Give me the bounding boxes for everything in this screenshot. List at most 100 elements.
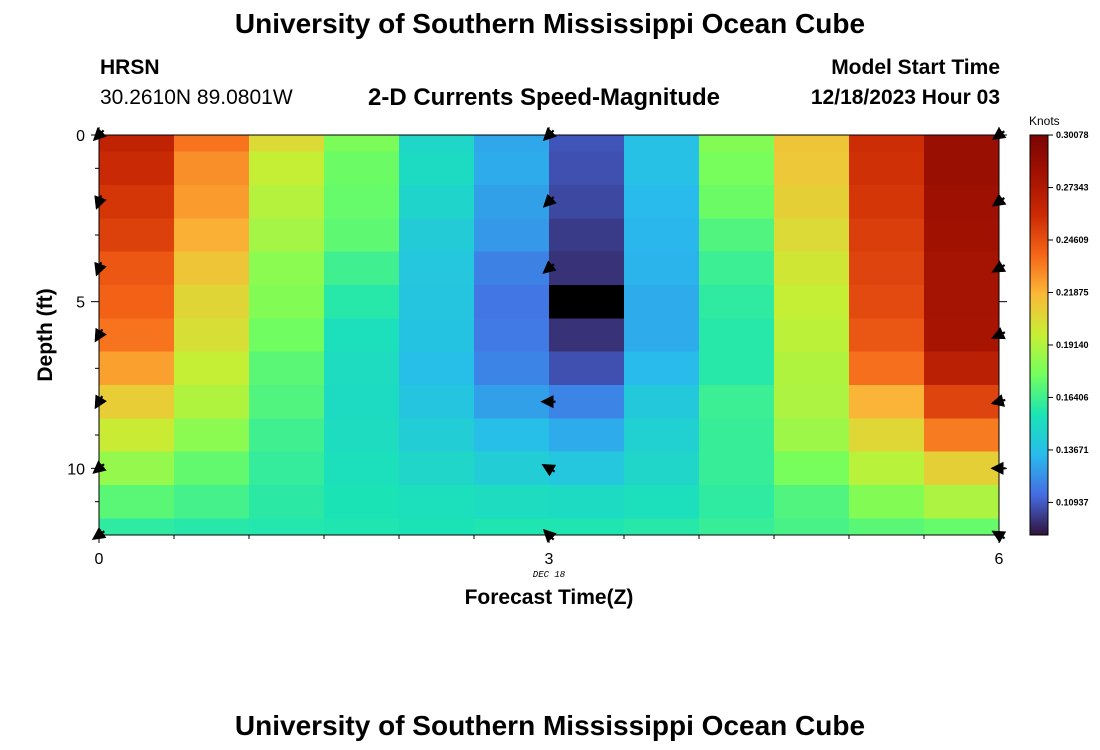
heatmap-cell	[849, 385, 924, 419]
colorbar-tick-label: 0.10937	[1056, 497, 1089, 507]
heatmap-cell	[924, 251, 999, 285]
axes: 0 3 6 0 5 10	[67, 127, 1007, 568]
heatmap-cell	[474, 218, 549, 252]
heatmap-cell	[399, 135, 474, 152]
heatmap-cell	[324, 451, 399, 485]
heatmap-cell	[849, 485, 924, 519]
heatmap-cell	[699, 285, 774, 319]
heatmap-cell	[924, 285, 999, 319]
x-tick-label: 3	[545, 551, 554, 568]
heatmap-cell	[699, 385, 774, 419]
colorbar-unit-label: Knots	[1029, 114, 1060, 128]
colorbar-tick-label: 0.19140	[1056, 340, 1089, 350]
heatmap-cell	[399, 318, 474, 352]
heatmap-cell	[399, 251, 474, 285]
heatmap-cell	[924, 185, 999, 219]
heatmap-cell	[474, 285, 549, 319]
heatmap-cell	[99, 151, 174, 185]
model-start-time: 12/18/2023 Hour 03	[810, 86, 1000, 109]
heatmap-cell	[549, 218, 624, 252]
heatmap-cell	[924, 218, 999, 252]
heatmap-cell	[624, 351, 699, 385]
heatmap-cell	[849, 418, 924, 452]
station-name: HRSN	[100, 56, 160, 79]
heatmap-cell	[99, 451, 174, 485]
heatmap-cell	[924, 518, 999, 535]
heatmap-cell	[399, 351, 474, 385]
heatmap-cell	[474, 451, 549, 485]
heatmap-cell	[774, 151, 849, 185]
heatmap-cell	[699, 251, 774, 285]
heatmap-cell	[174, 135, 249, 152]
heatmap-cell	[849, 185, 924, 219]
heatmap-cell	[249, 451, 324, 485]
heatmap-cell	[324, 418, 399, 452]
current-vector-arrow	[541, 463, 557, 477]
heatmap-cell	[174, 451, 249, 485]
heatmap-cell	[849, 451, 924, 485]
heatmap-cell	[174, 185, 249, 219]
heatmap-cell	[474, 351, 549, 385]
heatmap-cell	[774, 285, 849, 319]
heatmap-cell	[324, 218, 399, 252]
heatmap-cell	[324, 135, 399, 152]
heatmap-cell	[249, 485, 324, 519]
heatmap-cell	[849, 251, 924, 285]
heatmap-cell	[249, 518, 324, 535]
heatmap-cell	[774, 318, 849, 352]
heatmap-cell	[774, 251, 849, 285]
plot-title: 2-D Currents Speed-Magnitude	[368, 84, 721, 111]
heatmap-cell	[474, 151, 549, 185]
top-title: University of Southern Mississippi Ocean…	[234, 8, 866, 39]
heatmap-cell	[924, 318, 999, 352]
heatmap-cell	[774, 418, 849, 452]
heatmap-cell	[549, 285, 624, 319]
heatmap-cell	[849, 218, 924, 252]
heatmap-cell	[174, 485, 249, 519]
heatmap-cell	[99, 385, 174, 419]
colorbar: Knots 0.30078 0.27343 0.24609 0.21875 0.1914…	[1029, 114, 1089, 536]
heatmap-cell	[699, 485, 774, 519]
heatmap-cell	[549, 518, 624, 535]
heatmap-cell	[324, 185, 399, 219]
heatmap-cell	[99, 218, 174, 252]
colorbar-tick-label: 0.24609	[1056, 235, 1089, 245]
heatmap-cell	[549, 135, 624, 152]
heatmap-cell	[249, 135, 324, 152]
heatmap-cell	[924, 135, 999, 152]
heatmap-cell	[474, 185, 549, 219]
heatmap-cell	[99, 135, 174, 152]
heatmap-cell	[624, 218, 699, 252]
heatmap-cell	[624, 451, 699, 485]
heatmap-cell	[774, 485, 849, 519]
heatmap-cells	[99, 135, 999, 535]
heatmap-cell	[399, 451, 474, 485]
current-vector-arrow	[542, 260, 557, 274]
heatmap-cell	[774, 518, 849, 535]
heatmap-cell	[774, 185, 849, 219]
heatmap-cell	[774, 135, 849, 152]
heatmap-cell	[699, 518, 774, 535]
heatmap-cell	[324, 351, 399, 385]
heatmap-cell	[549, 351, 624, 385]
heatmap-cell	[249, 418, 324, 452]
heatmap-cell	[699, 451, 774, 485]
heatmap-cell	[399, 285, 474, 319]
heatmap-cell	[624, 418, 699, 452]
heatmap-cell	[549, 451, 624, 485]
heatmap-cell	[849, 518, 924, 535]
heatmap-cell	[624, 151, 699, 185]
heatmap-cell	[549, 151, 624, 185]
heatmap-cell	[624, 518, 699, 535]
heatmap-cell	[174, 385, 249, 419]
heatmap-cell	[699, 135, 774, 152]
heatmap-cell	[399, 518, 474, 535]
heatmap-cell	[774, 451, 849, 485]
model-start-label: Model Start Time	[831, 56, 1000, 79]
heatmap-cell	[924, 385, 999, 419]
heatmap-cell	[849, 135, 924, 152]
heatmap-cell	[399, 151, 474, 185]
heatmap-cell	[249, 285, 324, 319]
heatmap-cell	[624, 318, 699, 352]
